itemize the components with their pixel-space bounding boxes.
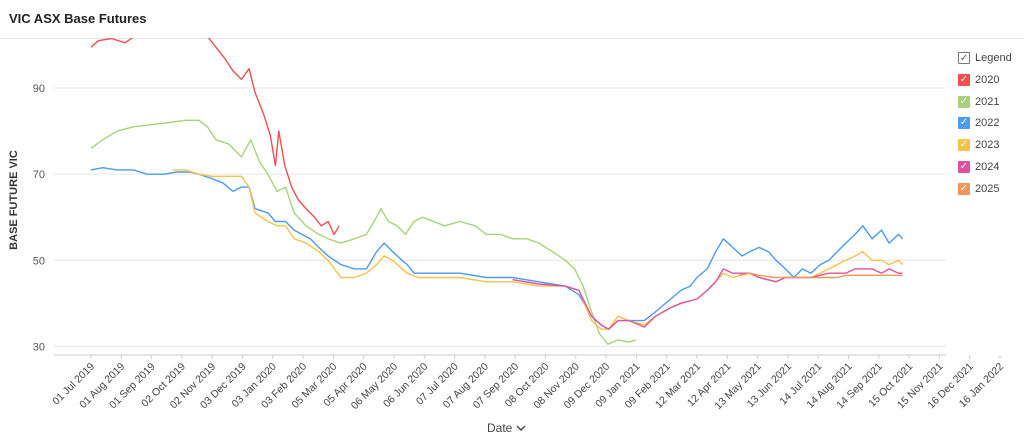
legend-item-2021[interactable]: ✓ 2021 bbox=[958, 92, 1024, 112]
chart-title: VIC ASX Base Futures bbox=[9, 11, 147, 26]
legend-label: 2020 bbox=[975, 73, 1000, 86]
chevron-down-icon bbox=[516, 425, 526, 431]
legend-label: 2023 bbox=[975, 139, 1000, 152]
y-tick-label: 90 bbox=[33, 83, 45, 95]
y-tick-label: 70 bbox=[33, 169, 45, 181]
legend-item-2020[interactable]: ✓ 2020 bbox=[958, 70, 1024, 90]
legend-item-2022[interactable]: ✓ 2022 bbox=[958, 113, 1024, 133]
check-icon: ✓ bbox=[958, 139, 970, 152]
legend: ✓ Legend ✓ 2020 ✓ 2021 ✓ 2022 ✓ 2023 ✓ 2… bbox=[958, 48, 1024, 201]
y-axis-title: BASE FUTURE VIC bbox=[8, 150, 20, 250]
legend-label: 2025 bbox=[975, 182, 1000, 195]
check-icon: ✓ bbox=[958, 160, 970, 173]
legend-header[interactable]: ✓ Legend bbox=[958, 48, 1024, 68]
series-line-2021 bbox=[90, 119, 637, 345]
series-line-2025 bbox=[738, 272, 903, 279]
y-tick-label: 30 bbox=[33, 341, 45, 353]
legend-label: 2021 bbox=[975, 95, 1000, 108]
series-line-2023 bbox=[172, 169, 904, 330]
legend-header-label: Legend bbox=[975, 52, 1012, 64]
y-tick-label: 50 bbox=[33, 255, 45, 267]
chart-header: VIC ASX Base Futures bbox=[0, 0, 1024, 39]
check-icon: ✓ bbox=[958, 73, 970, 86]
legend-item-2025[interactable]: ✓ 2025 bbox=[958, 179, 1024, 199]
series-line-2020 bbox=[90, 38, 340, 236]
legend-item-2024[interactable]: ✓ 2024 bbox=[958, 157, 1024, 177]
x-axis-title-dropdown[interactable]: Date bbox=[487, 421, 526, 435]
check-icon: ✓ bbox=[958, 117, 970, 130]
series-line-2024 bbox=[512, 268, 903, 330]
check-icon: ✓ bbox=[958, 95, 970, 108]
x-axis-title: Date bbox=[487, 421, 513, 435]
series-line-2022 bbox=[90, 167, 904, 330]
check-icon: ✓ bbox=[958, 182, 970, 195]
check-icon: ✓ bbox=[958, 52, 970, 64]
legend-item-2023[interactable]: ✓ 2023 bbox=[958, 135, 1024, 155]
legend-label: 2024 bbox=[975, 160, 1000, 173]
legend-label: 2022 bbox=[975, 117, 1000, 130]
